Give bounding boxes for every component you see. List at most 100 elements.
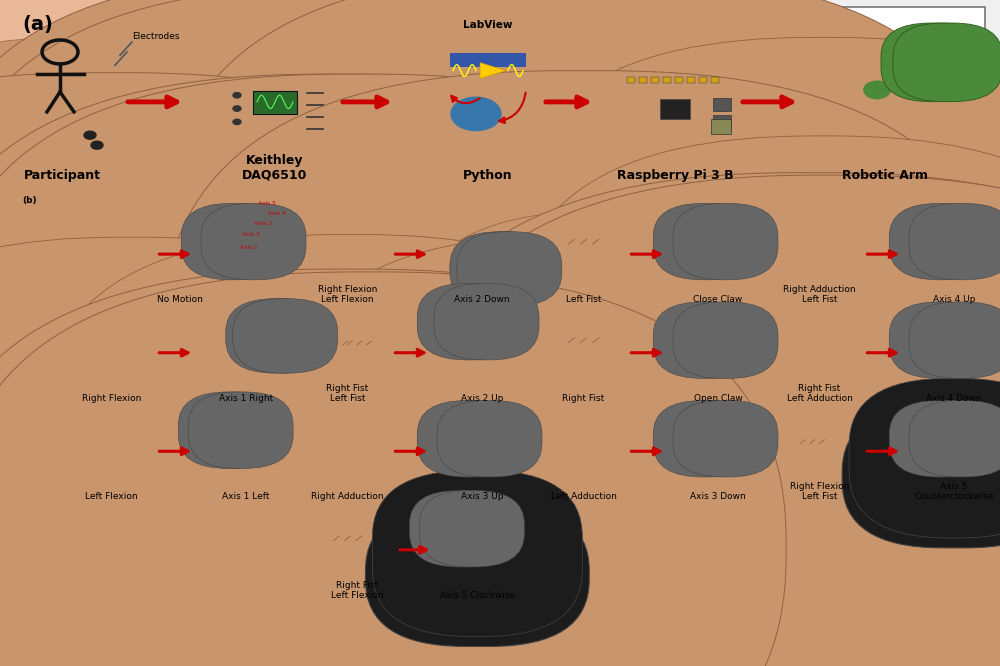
Text: Axis 1: Axis 1	[240, 245, 258, 250]
Bar	[62, 210, 298, 308]
Bar	[711, 77, 719, 83]
Circle shape	[711, 440, 725, 450]
Text: Right Flexion: Right Flexion	[82, 394, 141, 403]
FancyBboxPatch shape	[152, 212, 560, 489]
FancyBboxPatch shape	[188, 392, 293, 468]
Text: Axis 3 Down: Axis 3 Down	[690, 492, 746, 501]
FancyBboxPatch shape	[370, 208, 594, 351]
Bar	[675, 77, 683, 83]
Circle shape	[711, 342, 725, 351]
FancyBboxPatch shape	[0, 0, 327, 222]
FancyBboxPatch shape	[365, 503, 589, 647]
Bar	[298, 407, 534, 505]
Text: Axis 4: Axis 4	[268, 210, 286, 216]
FancyBboxPatch shape	[134, 208, 358, 351]
Circle shape	[239, 342, 253, 351]
Circle shape	[475, 246, 489, 256]
Circle shape	[233, 106, 241, 111]
Text: Open Claw: Open Claw	[694, 394, 742, 403]
FancyBboxPatch shape	[377, 181, 587, 341]
FancyBboxPatch shape	[419, 490, 524, 567]
Bar	[699, 77, 707, 83]
Circle shape	[451, 97, 501, 131]
FancyBboxPatch shape	[0, 0, 297, 222]
FancyBboxPatch shape	[0, 68, 321, 358]
FancyBboxPatch shape	[653, 203, 758, 280]
FancyBboxPatch shape	[909, 400, 1000, 477]
FancyBboxPatch shape	[437, 400, 542, 477]
FancyBboxPatch shape	[0, 73, 330, 361]
FancyBboxPatch shape	[166, 408, 576, 666]
Text: Axis 2 Up: Axis 2 Up	[461, 394, 503, 403]
FancyBboxPatch shape	[889, 203, 994, 280]
FancyBboxPatch shape	[0, 109, 318, 389]
FancyBboxPatch shape	[160, 417, 577, 666]
FancyBboxPatch shape	[417, 400, 522, 477]
Circle shape	[475, 440, 489, 450]
FancyBboxPatch shape	[457, 232, 562, 306]
Text: Python: Python	[463, 168, 513, 182]
FancyBboxPatch shape	[0, 0, 336, 244]
Circle shape	[947, 243, 961, 252]
FancyBboxPatch shape	[889, 400, 994, 477]
Bar	[534, 210, 770, 308]
FancyBboxPatch shape	[0, 237, 447, 649]
FancyBboxPatch shape	[181, 203, 286, 280]
Text: Right Fist
Left Fist: Right Fist Left Fist	[326, 384, 369, 403]
Circle shape	[271, 340, 283, 348]
FancyBboxPatch shape	[0, 220, 322, 513]
FancyBboxPatch shape	[141, 372, 351, 538]
FancyBboxPatch shape	[141, 181, 351, 341]
FancyBboxPatch shape	[606, 208, 830, 351]
Text: Axis 5 Clockwise: Axis 5 Clockwise	[440, 591, 515, 600]
FancyBboxPatch shape	[142, 274, 377, 413]
Text: Left Fist: Left Fist	[566, 295, 601, 304]
Bar	[298, 505, 534, 604]
Bar	[450, 53, 526, 67]
Text: Electrodes: Electrodes	[132, 31, 180, 41]
Circle shape	[91, 141, 103, 149]
FancyBboxPatch shape	[201, 203, 306, 280]
FancyBboxPatch shape	[765, 47, 1000, 196]
FancyBboxPatch shape	[0, 0, 753, 523]
Circle shape	[864, 81, 890, 99]
Text: Axis 1 Right: Axis 1 Right	[219, 394, 273, 403]
FancyBboxPatch shape	[373, 311, 794, 611]
FancyBboxPatch shape	[0, 103, 339, 382]
Text: Axis 2: Axis 2	[242, 232, 260, 237]
FancyBboxPatch shape	[0, 111, 324, 390]
Circle shape	[501, 260, 513, 268]
FancyBboxPatch shape	[842, 405, 1000, 548]
FancyBboxPatch shape	[628, 311, 1000, 587]
FancyBboxPatch shape	[673, 400, 778, 477]
Bar	[450, 40, 526, 85]
Bar	[62, 308, 298, 407]
FancyBboxPatch shape	[0, 63, 424, 475]
FancyBboxPatch shape	[0, 269, 768, 666]
Polygon shape	[478, 246, 507, 264]
FancyBboxPatch shape	[215, 57, 335, 147]
Bar	[627, 77, 635, 83]
FancyBboxPatch shape	[0, 109, 311, 389]
Text: Robotic Arm: Robotic Arm	[842, 168, 928, 182]
Text: Axis 4 Up: Axis 4 Up	[933, 295, 975, 304]
FancyBboxPatch shape	[274, 234, 900, 647]
FancyBboxPatch shape	[622, 318, 1000, 604]
FancyBboxPatch shape	[909, 302, 1000, 378]
FancyBboxPatch shape	[849, 280, 1000, 440]
FancyBboxPatch shape	[134, 306, 358, 450]
Circle shape	[711, 243, 725, 252]
FancyBboxPatch shape	[175, 212, 583, 489]
Text: Left Flexion: Left Flexion	[85, 492, 138, 501]
FancyBboxPatch shape	[0, 311, 322, 608]
FancyBboxPatch shape	[881, 23, 991, 102]
FancyBboxPatch shape	[150, 129, 564, 415]
Circle shape	[233, 93, 241, 98]
FancyBboxPatch shape	[450, 232, 555, 306]
FancyBboxPatch shape	[673, 302, 778, 378]
Circle shape	[469, 531, 485, 542]
FancyBboxPatch shape	[510, 136, 1000, 549]
Bar	[651, 77, 659, 83]
Bar	[770, 308, 1000, 407]
Text: Right Fist
Left Adduction: Right Fist Left Adduction	[787, 384, 852, 403]
